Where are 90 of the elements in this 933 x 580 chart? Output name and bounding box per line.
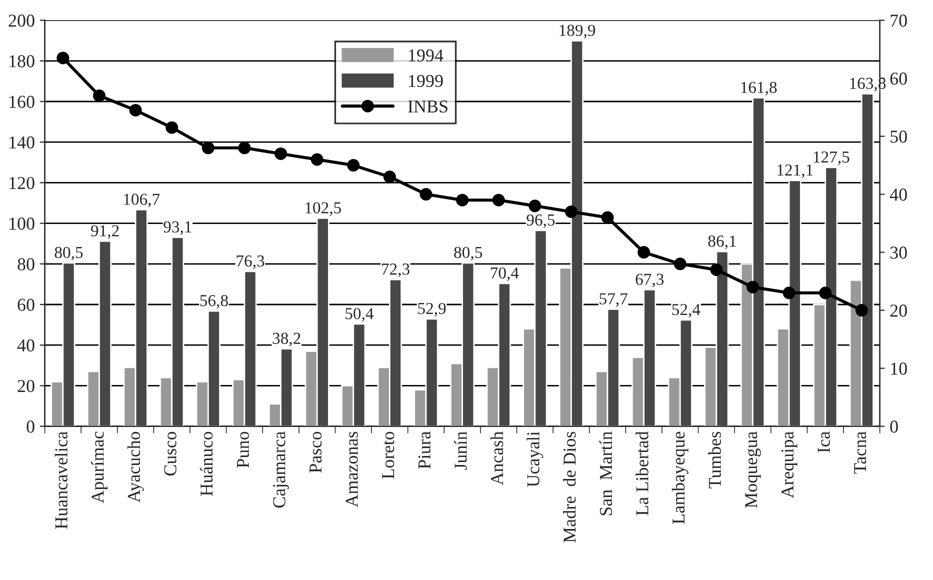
data-label: 80,5 — [454, 246, 482, 261]
x-tick-label: Huánuco — [200, 432, 213, 496]
y-tick-label: 40 — [17, 339, 34, 352]
x-tick-label: La Libertad — [636, 431, 648, 516]
y-tick-label: 140 — [10, 136, 34, 149]
point — [528, 200, 542, 212]
x-tick-label: Madre de Dios — [563, 432, 576, 542]
data-label: 52,9 — [418, 302, 446, 317]
y-tick-label: 0 — [26, 420, 34, 433]
point — [492, 194, 505, 206]
point — [456, 194, 469, 206]
x-tick-label: San Martín — [599, 431, 612, 516]
point — [710, 263, 723, 276]
x-tick-label: Puno — [236, 432, 249, 468]
y2-tick-label: 50 — [890, 130, 907, 143]
point — [564, 205, 578, 218]
data-label: 161,8 — [741, 82, 777, 96]
point — [383, 170, 396, 184]
data-label: 86,1 — [708, 235, 736, 250]
y-tick-label: 60 — [18, 298, 34, 311]
data-label: 127,5 — [814, 152, 850, 166]
point — [638, 246, 650, 259]
x-tick-label: Piura — [418, 431, 431, 469]
data-label: 93,1 — [164, 221, 192, 235]
x-tick-label: Lambayeque — [672, 432, 688, 524]
y-tick-label: 80 — [18, 258, 34, 270]
x-tick-label: Loreto — [382, 432, 394, 479]
x-tick-label: Ucayali — [526, 432, 544, 487]
point — [238, 142, 251, 154]
x-tick-label: Huancavelica — [54, 431, 68, 529]
x-tick-label: Apurímac — [91, 432, 108, 504]
y2-tick-label: 40 — [890, 188, 907, 201]
point — [782, 286, 796, 300]
point — [746, 280, 759, 294]
data-label: 106,7 — [124, 194, 160, 208]
data-label: 57,7 — [600, 293, 628, 307]
point — [129, 104, 142, 116]
point — [674, 258, 686, 270]
x-tick-label: Cajamarca — [273, 431, 289, 508]
x-tick-label: Tacna — [854, 431, 866, 474]
x-tick-label: Arequipa — [781, 431, 798, 498]
data-label: 72,3 — [382, 264, 410, 278]
y2-tick-label: 70 — [890, 14, 907, 27]
point — [855, 304, 868, 317]
legend-label: INBS — [408, 100, 448, 113]
y-tick-label: 160 — [10, 96, 34, 108]
y-tick-label: 180 — [10, 55, 34, 68]
data-label: 70,4 — [490, 267, 519, 282]
data-label: 121,1 — [778, 164, 813, 178]
x-tick-label: Amazonas — [346, 432, 358, 508]
legend-label: 1999 — [409, 74, 443, 88]
data-label: 67,3 — [636, 274, 664, 288]
y2-tick-label: 30 — [890, 246, 907, 259]
point — [92, 89, 106, 102]
data-label: 80,5 — [54, 246, 83, 261]
x-tick-label: Moquegua — [745, 431, 761, 508]
point — [347, 159, 360, 172]
data-label: 91,2 — [91, 225, 119, 239]
point — [202, 142, 214, 154]
point — [274, 147, 288, 160]
y2-tick-label: 20 — [890, 304, 907, 317]
data-label: 96,5 — [526, 214, 555, 228]
x-tick-label: Ayacucho — [127, 432, 144, 503]
legend-label: 1994 — [409, 49, 444, 62]
data-label: 189,9 — [560, 24, 596, 38]
y-tick-label: 20 — [18, 380, 34, 392]
data-label: 52,4 — [672, 304, 700, 318]
point — [56, 52, 70, 64]
x-tick-label: Ica — [818, 431, 830, 453]
x-tick-label: Cusco — [164, 432, 176, 476]
x-tick-label: Junín — [454, 431, 467, 470]
y2-tick-label: 10 — [891, 362, 907, 375]
x-tick-label: Tumbes — [708, 432, 721, 488]
x-tick-label: Pasco — [310, 432, 322, 473]
point — [420, 188, 432, 201]
data-label: 102,5 — [306, 202, 341, 216]
point — [310, 153, 324, 166]
y2-tick-label: 60 — [890, 72, 907, 85]
y-tick-label: 200 — [8, 14, 34, 27]
data-label: 76,3 — [236, 255, 264, 270]
point — [819, 286, 832, 300]
data-label: 56,8 — [200, 294, 228, 309]
y-tick-label: 120 — [10, 176, 34, 190]
y2-tick-label: 0 — [890, 420, 898, 433]
data-label: 38,2 — [272, 332, 300, 346]
point — [166, 121, 178, 134]
x-tick-label: Ancash — [490, 431, 504, 486]
point — [601, 211, 614, 224]
y-tick-label: 100 — [10, 218, 34, 230]
data-label: 50,4 — [346, 308, 374, 322]
